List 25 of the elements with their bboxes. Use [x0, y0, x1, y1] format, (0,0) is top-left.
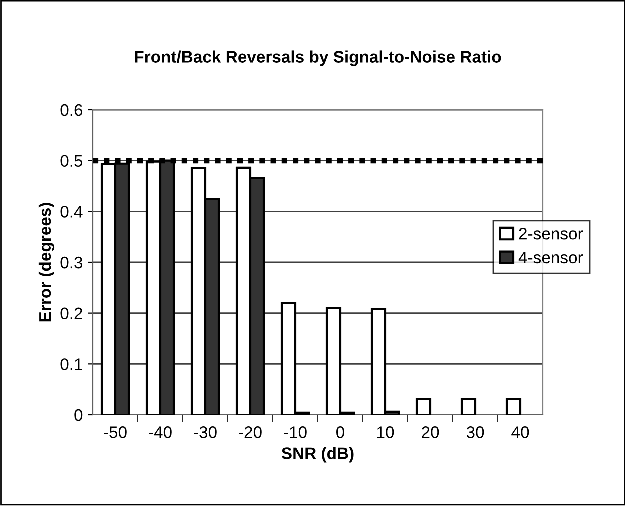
y-tick-label: 0.3: [60, 256, 83, 269]
y-tick-label: 0: [74, 409, 83, 422]
y-tick-label: 0.4: [60, 206, 83, 218]
bar: [416, 398, 432, 415]
y-tick-label: 0.5: [60, 155, 83, 168]
y-tick-label: 0.2: [60, 308, 82, 320]
x-tick-label: 20: [422, 426, 440, 438]
x-tick-label: 0: [336, 426, 344, 438]
x-tick-label: -50: [104, 426, 127, 438]
x-tick-label: 40: [512, 426, 530, 438]
legend-label: 4-sensor: [518, 252, 584, 264]
y-tick-label: 0.6: [60, 104, 83, 116]
y-tick-label: 0.1: [60, 358, 82, 370]
chart-title: Front/Back Reversals by Signal-to-Noise Ratio: [135, 50, 502, 66]
x-tick-label: -30: [194, 426, 217, 438]
x-axis-title: SNR (dB): [282, 447, 354, 463]
legend-label: 2-sensor: [519, 228, 584, 240]
bar: [460, 398, 477, 415]
x-tick-label: -40: [149, 426, 172, 438]
x-tick-label: -20: [239, 426, 262, 438]
x-tick-label: -10: [284, 426, 307, 438]
y-axis-title: Error (degrees): [38, 203, 55, 322]
x-tick-label: 10: [378, 426, 394, 438]
x-tick-label: 30: [466, 426, 484, 438]
bar: [506, 398, 522, 415]
